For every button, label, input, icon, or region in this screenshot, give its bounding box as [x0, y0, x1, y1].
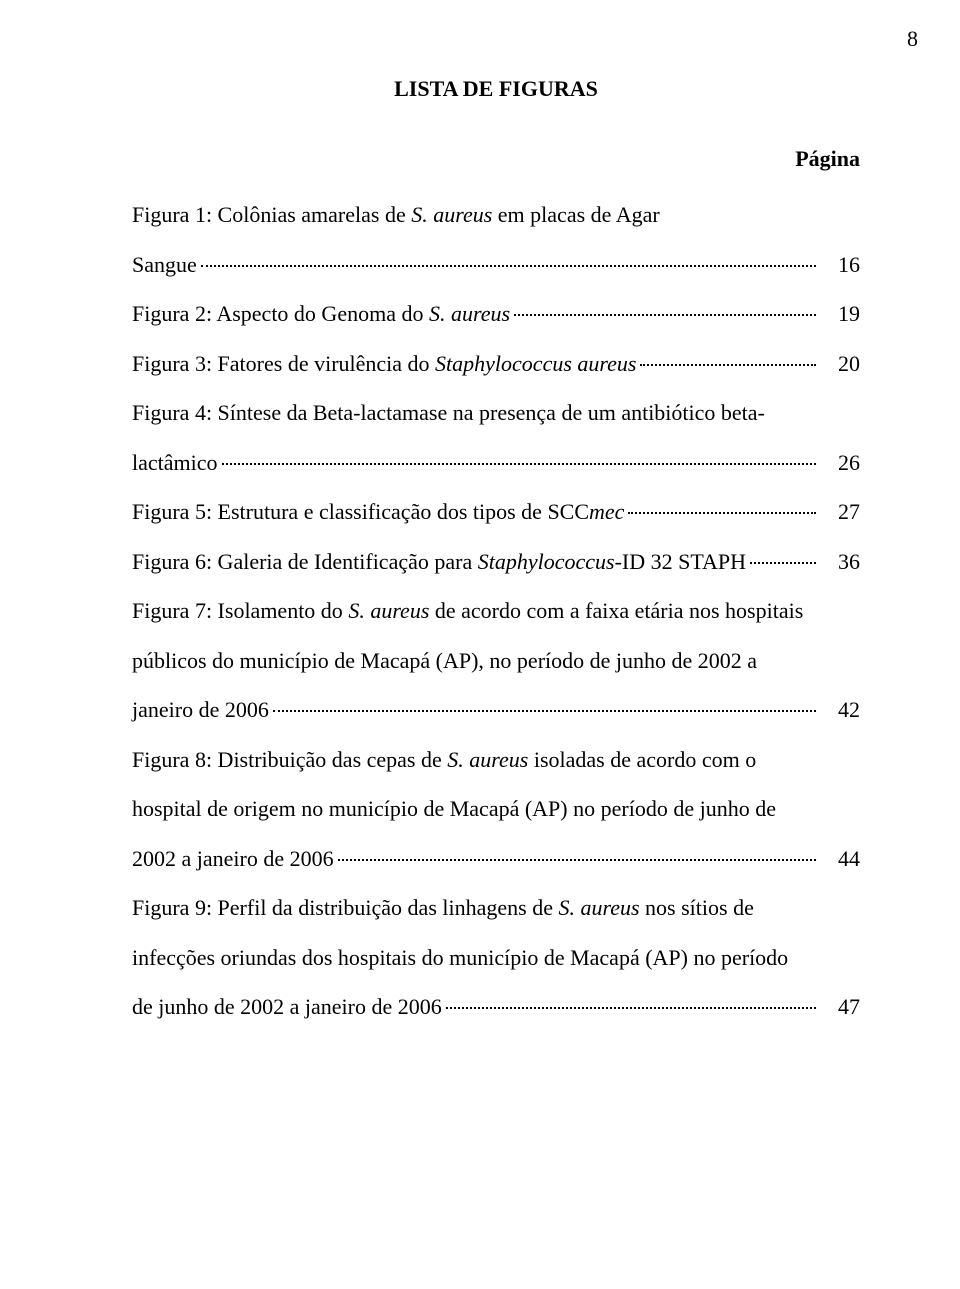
latin-name: Staphylococcus aureus [435, 351, 636, 376]
entry-text: de acordo com a faixa etária nos hospita… [429, 598, 803, 623]
list-title: LISTA DE FIGURAS [132, 76, 860, 102]
entry-text: Sangue [132, 240, 197, 290]
latin-name: S. aureus [429, 301, 510, 326]
entry-text: Figura 5: Estrutura e classificação dos … [132, 487, 624, 537]
entry-page: 47 [820, 982, 860, 1032]
figure-entry-last-line: de junho de 2002 a janeiro de 2006 47 [132, 982, 860, 1032]
entry-text: Figura 2: Aspecto do Genoma do S. aureus [132, 289, 510, 339]
entry-page: 36 [820, 537, 860, 587]
dot-leader [273, 710, 816, 712]
entry-text: Figura 9: Perfil da distribuição das lin… [132, 895, 558, 920]
entry-page: 42 [820, 685, 860, 735]
entry-text: Figura 6: Galeria de Identificação para … [132, 537, 746, 587]
latin-name: S. aureus [411, 202, 492, 227]
figure-entry: públicos do município de Macapá (AP), no… [132, 636, 860, 686]
column-header-page: Página [132, 146, 860, 172]
figure-entry: Figura 5: Estrutura e classificação dos … [132, 487, 860, 537]
entry-text: de junho de 2002 a janeiro de 2006 [132, 982, 442, 1032]
dot-leader [201, 265, 816, 267]
entry-page: 26 [820, 438, 860, 488]
entry-text: Figura 3: Fatores de virulência do Staph… [132, 339, 636, 389]
figure-entry-last-line: Sangue 16 [132, 240, 860, 290]
entry-text: isoladas de acordo com o [528, 747, 756, 772]
page: 8 LISTA DE FIGURAS Página Figura 1: Colô… [0, 0, 960, 1289]
entry-text: Figura 8: Distribuição das cepas de [132, 747, 447, 772]
figure-entry-last-line: 2002 a janeiro de 2006 44 [132, 834, 860, 884]
figure-entry: Figura 2: Aspecto do Genoma do S. aureus… [132, 289, 860, 339]
figure-entry-last-line: lactâmico 26 [132, 438, 860, 488]
figure-entry: Figura 4: Síntese da Beta-lactamase na p… [132, 388, 860, 438]
latin-name: S. aureus [348, 598, 429, 623]
figure-entry: hospital de origem no município de Macap… [132, 784, 860, 834]
dot-leader [222, 463, 816, 465]
entry-text: nos sítios de [640, 895, 754, 920]
dot-leader [628, 512, 816, 514]
entry-page: 20 [820, 339, 860, 389]
latin-name: mec [589, 499, 624, 524]
entry-text: em placas de Agar [492, 202, 659, 227]
page-number: 8 [907, 26, 918, 52]
figure-entry: Figura 1: Colônias amarelas de S. aureus… [132, 190, 860, 240]
latin-name: S. aureus [447, 747, 528, 772]
dot-leader [446, 1007, 816, 1009]
figure-entry-last-line: janeiro de 2006 42 [132, 685, 860, 735]
entry-page: 44 [820, 834, 860, 884]
dot-leader [640, 364, 816, 366]
figure-entry: infecções oriundas dos hospitais do muni… [132, 933, 860, 983]
dot-leader [514, 314, 816, 316]
latin-name: S. aureus [558, 895, 639, 920]
figure-entry: Figura 3: Fatores de virulência do Staph… [132, 339, 860, 389]
figure-entry: Figura 6: Galeria de Identificação para … [132, 537, 860, 587]
dot-leader [338, 859, 816, 861]
entry-text: Figura 4: Síntese da Beta-lactamase na p… [132, 400, 765, 425]
entry-text: lactâmico [132, 438, 218, 488]
entry-page: 19 [820, 289, 860, 339]
entry-text: Figura 1: Colônias amarelas de [132, 202, 411, 227]
entry-page: 16 [820, 240, 860, 290]
dot-leader [750, 562, 816, 564]
entry-page: 27 [820, 487, 860, 537]
figure-entry: Figura 9: Perfil da distribuição das lin… [132, 883, 860, 933]
latin-name: Staphylococcus [478, 549, 615, 574]
figure-entry: Figura 7: Isolamento do S. aureus de aco… [132, 586, 860, 636]
figure-entry: Figura 8: Distribuição das cepas de S. a… [132, 735, 860, 785]
entry-text: 2002 a janeiro de 2006 [132, 834, 334, 884]
entry-text: janeiro de 2006 [132, 685, 269, 735]
entry-text: Figura 7: Isolamento do [132, 598, 348, 623]
